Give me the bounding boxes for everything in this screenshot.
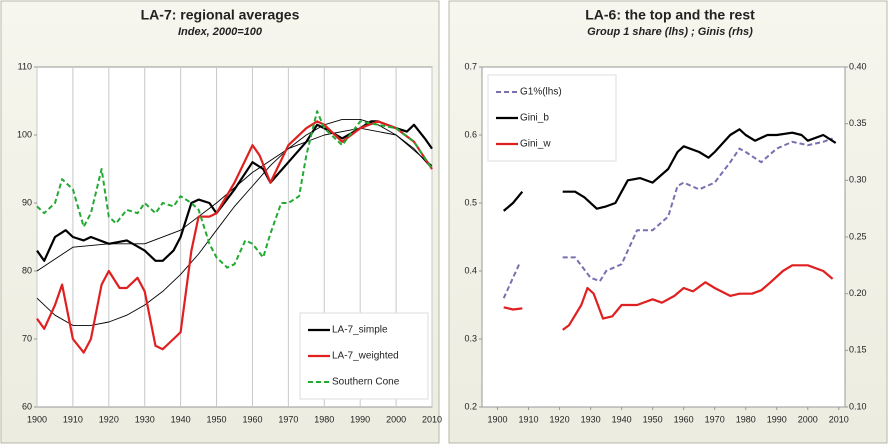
- x-tick-label: 1970: [705, 414, 725, 424]
- x-tick-label: 1940: [612, 414, 632, 424]
- legend-label: LA-7_weighted: [332, 351, 399, 362]
- x-tick-label: 1950: [643, 414, 663, 424]
- x-tick-label: 2010: [422, 414, 442, 424]
- y-tick-label: 70: [22, 333, 32, 343]
- series-line: [503, 264, 834, 331]
- y-tick-label: 0.6: [464, 129, 477, 139]
- x-tick-label: 1980: [314, 414, 334, 424]
- series-line: [36, 118, 433, 326]
- x-tick-label: 2000: [386, 414, 406, 424]
- x-tick-label: 2010: [829, 414, 849, 424]
- x-tick-label: 1950: [207, 414, 227, 424]
- y-tick-label: 0.7: [464, 61, 477, 71]
- legend-label: LA-7_simple: [332, 325, 388, 336]
- y2-tick-label: 0.35: [849, 118, 867, 128]
- series-line: [36, 120, 433, 354]
- y-tick-label: 0.5: [464, 197, 477, 207]
- x-tick-label: 1930: [135, 414, 155, 424]
- chart-subtitle: Group 1 share (lhs) ; Ginis (rhs): [587, 26, 753, 38]
- y-tick-label: 110: [18, 61, 32, 71]
- series-line: [502, 128, 837, 212]
- x-tick-label: 1900: [487, 414, 507, 424]
- x-tick-label: 1990: [767, 414, 787, 424]
- chart-subtitle: Index, 2000=100: [178, 26, 263, 38]
- legend-label: Gini_b: [520, 113, 549, 124]
- y-tick-label: 0.2: [464, 401, 477, 411]
- x-tick-label: 1990: [350, 414, 370, 424]
- x-tick-label: 1960: [242, 414, 262, 424]
- y2-tick-label: 0.15: [849, 345, 867, 355]
- x-tick-label: 1910: [63, 414, 83, 424]
- y-tick-label: 60: [22, 401, 32, 411]
- series-line: [502, 137, 833, 299]
- y2-tick-label: 0.30: [849, 175, 867, 185]
- y2-tick-label: 0.25: [849, 231, 867, 241]
- x-tick-label: 1920: [550, 414, 570, 424]
- x-tick-label: 1970: [278, 414, 298, 424]
- y-tick-label: 100: [17, 129, 32, 139]
- chart-title: LA-7: regional averages: [141, 7, 300, 23]
- y-tick-label: 80: [22, 265, 32, 275]
- legend: [299, 312, 429, 400]
- x-tick-label: 1930: [581, 414, 601, 424]
- series-line: [36, 110, 433, 269]
- x-tick-label: 1980: [736, 414, 756, 424]
- x-tick-label: 1910: [519, 414, 539, 424]
- x-tick-label: 1900: [27, 414, 47, 424]
- x-tick-label: 2000: [798, 414, 818, 424]
- y2-tick-label: 0.20: [849, 288, 867, 298]
- legend-label: Gini_w: [520, 139, 551, 150]
- x-tick-label: 1920: [99, 414, 119, 424]
- y-tick-label: 0.4: [464, 265, 477, 275]
- y-tick-label: 0.3: [464, 333, 477, 343]
- legend-label: G1%(lhs): [520, 87, 562, 98]
- y2-tick-label: 0.10: [849, 401, 867, 411]
- y2-tick-label: 0.40: [849, 61, 867, 71]
- x-tick-label: 1940: [171, 414, 191, 424]
- chart-title: LA-6: the top and the rest: [585, 7, 755, 23]
- legend-label: Southern Cone: [332, 377, 400, 388]
- x-tick-label: 1960: [674, 414, 694, 424]
- y-tick-label: 90: [22, 197, 32, 207]
